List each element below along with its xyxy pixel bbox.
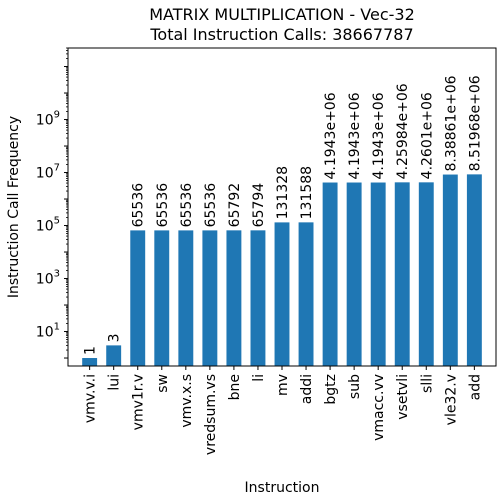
x-axis-label: Instruction [245,480,320,496]
y-axis: 101 103 105 107 109 [36,47,68,359]
x-tick-label-vmv.x.s: vmv.x.s [179,374,195,428]
chart-title-line-2: Total Instruction Calls: 38667787 [149,25,413,44]
x-tick-label-vle32.v: vle32.v [443,374,459,425]
bar-value-label: 8.51968e+06 [467,75,483,171]
x-tick-label-vsetvli: vsetvli [395,374,411,420]
bar-lui [106,345,122,366]
x-tick-label-vmv.v.i: vmv.v.i [83,374,99,423]
bar-value-label: 65794 [251,183,267,228]
bar-sw [154,230,170,366]
bar-labels-group: 13 65536 65536 65536 65536 65792 65794 131328 13… [83,75,484,355]
chart-title-line-1: MATRIX MULTIPLICATION - Vec-32 [149,5,415,24]
bar-value-label: 131328 [275,166,291,219]
bar-value-label: 65536 [131,183,147,228]
bar-value-label: 65536 [203,183,219,228]
x-tick-label-add: add [467,374,483,400]
x-tick-label-vmv1r.v: vmv1r.v [131,374,147,430]
bar-vmv.v.i [82,358,98,366]
bar-value-label: 4.1943e+06 [323,92,339,179]
bar-vsetvli [394,182,410,366]
bar-value-label: 65792 [227,183,243,228]
bar-bne [226,230,242,366]
y-axis-label: Instruction Call Frequency [6,116,22,298]
y-tick-label: 101 [36,322,60,341]
bar-addi [298,222,314,366]
bar-value-label: 65536 [179,183,195,228]
x-tick-label-lui: lui [107,374,123,391]
y-tick-label: 109 [36,110,60,129]
bar-vmv.x.s [178,230,194,366]
x-tick-label-bgtz: bgtz [323,374,339,405]
bar-value-label: 131588 [299,166,315,219]
bar-vmv1r.v [130,230,146,366]
bar-li [250,230,266,366]
x-axis: vmv.v.i lui vmv1r.v sw vmv.x.s vredsum.vs bne l… [83,366,483,455]
bar-mv [274,222,290,366]
y-tick-label: 105 [36,216,60,235]
y-tick-label: 107 [36,163,60,182]
bar-add [466,174,482,366]
bar-value-label: 65536 [155,183,171,228]
bar-value-label: 4.1943e+06 [347,92,363,179]
x-tick-label-vmacc.vv: vmacc.vv [371,374,387,441]
bar-value-label: 1 [83,346,99,355]
x-tick-label-bne: bne [227,374,243,400]
bar-value-label: 3 [107,333,123,342]
bar-value-label: 4.1943e+06 [371,92,387,179]
x-tick-label-vredsum.vs: vredsum.vs [203,374,219,455]
x-tick-label-sub: sub [347,374,363,399]
bar-slli [418,182,434,366]
x-tick-label-mv: mv [275,374,291,396]
bar-value-label: 8.38861e+06 [443,75,459,171]
y-tick-label: 103 [36,269,60,288]
bar-bgtz [322,182,338,366]
bar-sub [346,182,362,366]
bar-value-label: 4.25984e+06 [395,83,411,179]
x-tick-label-li: li [251,374,267,382]
bar-value-label: 4.2601e+06 [419,92,435,179]
bars-group [82,174,482,366]
x-tick-label-sw: sw [155,374,171,393]
x-tick-label-addi: addi [299,374,315,404]
bar-vle32.v [442,174,458,366]
x-tick-label-slli: slli [419,374,435,393]
bar-vmacc.vv [370,182,386,366]
bar-vredsum.vs [202,230,218,366]
